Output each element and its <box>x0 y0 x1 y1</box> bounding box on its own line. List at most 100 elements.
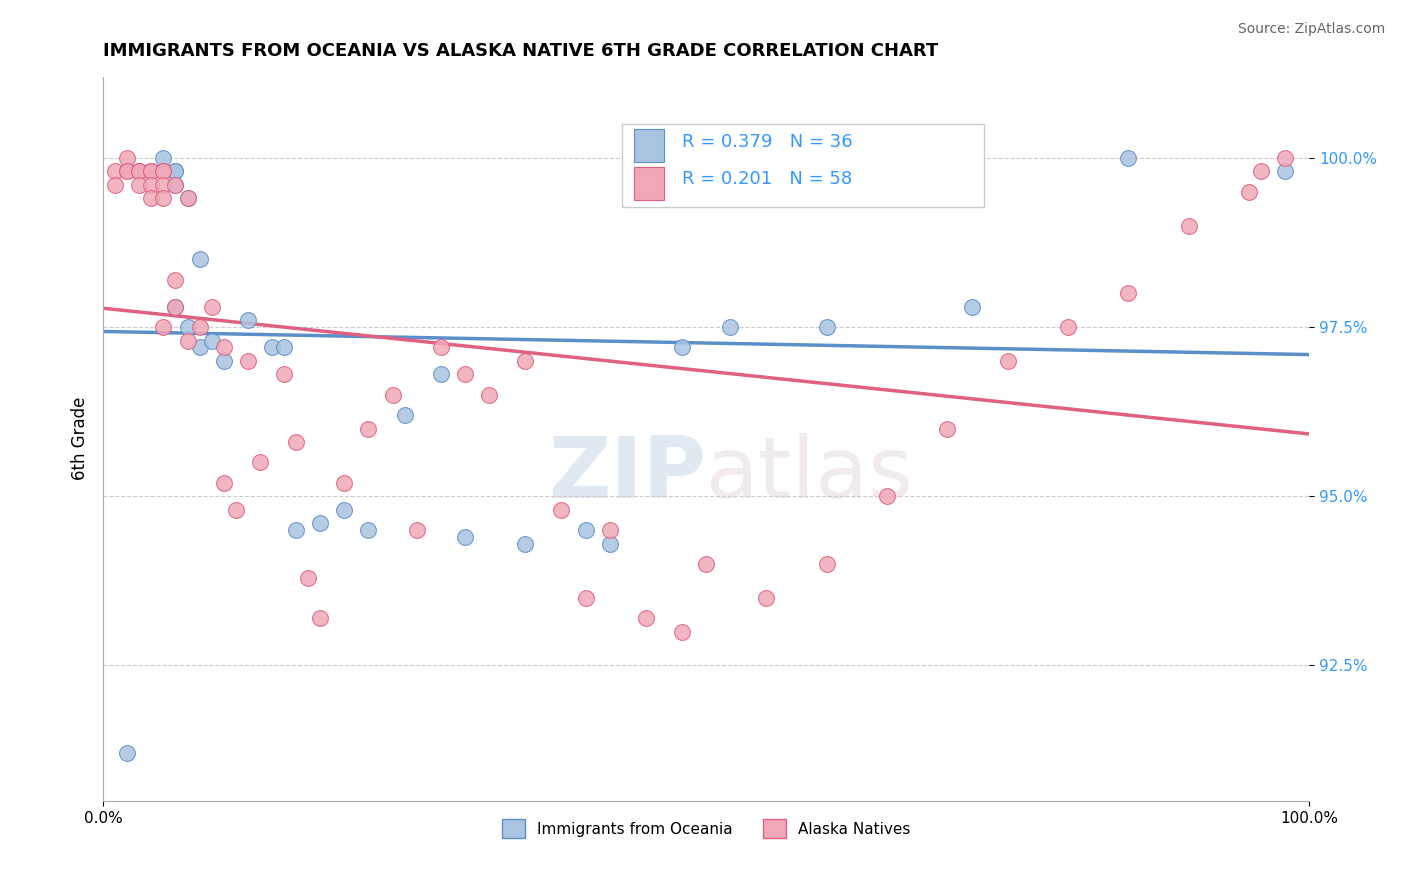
Point <box>695 557 717 571</box>
Point <box>1237 185 1260 199</box>
Point <box>117 164 139 178</box>
Point <box>165 178 187 192</box>
Point <box>212 475 235 490</box>
Point <box>128 164 150 178</box>
Text: Source: ZipAtlas.com: Source: ZipAtlas.com <box>1237 22 1385 37</box>
Point <box>176 334 198 348</box>
Point <box>165 164 187 178</box>
Point <box>188 252 211 267</box>
Point <box>718 320 741 334</box>
Text: R = 0.379   N = 36: R = 0.379 N = 36 <box>682 133 852 151</box>
Point <box>117 164 139 178</box>
Point <box>671 340 693 354</box>
Point <box>815 557 838 571</box>
Point <box>152 178 174 192</box>
Point <box>117 151 139 165</box>
Point <box>152 191 174 205</box>
Point <box>128 164 150 178</box>
Point <box>936 421 959 435</box>
Point <box>141 164 163 178</box>
Point <box>201 300 224 314</box>
Point <box>515 536 537 550</box>
Point <box>165 273 187 287</box>
Point <box>176 191 198 205</box>
Point <box>599 523 621 537</box>
Point <box>141 191 163 205</box>
Point <box>333 503 356 517</box>
Point <box>454 368 477 382</box>
Point <box>188 320 211 334</box>
Point <box>273 368 295 382</box>
Y-axis label: 6th Grade: 6th Grade <box>72 397 89 481</box>
Point <box>165 300 187 314</box>
Text: ZIP: ZIP <box>548 434 706 516</box>
Point <box>141 178 163 192</box>
Point <box>141 164 163 178</box>
Point <box>309 516 332 531</box>
Point <box>176 191 198 205</box>
Point <box>188 340 211 354</box>
Point <box>1177 219 1199 233</box>
Point <box>357 421 380 435</box>
Point <box>599 536 621 550</box>
Text: R = 0.201   N = 58: R = 0.201 N = 58 <box>682 170 852 188</box>
Point <box>1250 164 1272 178</box>
Text: atlas: atlas <box>706 434 914 516</box>
Point <box>381 388 404 402</box>
Point <box>574 523 596 537</box>
FancyBboxPatch shape <box>621 124 984 207</box>
Point <box>997 354 1019 368</box>
Point <box>550 503 572 517</box>
Point <box>165 300 187 314</box>
Point <box>478 388 501 402</box>
Point <box>309 611 332 625</box>
Point <box>165 178 187 192</box>
Point <box>574 591 596 605</box>
Point <box>1274 151 1296 165</box>
Point <box>104 164 127 178</box>
Point <box>117 747 139 761</box>
Point <box>152 320 174 334</box>
Point <box>454 530 477 544</box>
Point <box>152 164 174 178</box>
Point <box>357 523 380 537</box>
Point <box>152 164 174 178</box>
Point <box>755 591 778 605</box>
Point <box>201 334 224 348</box>
Point <box>236 313 259 327</box>
Point <box>285 435 308 450</box>
Point <box>249 455 271 469</box>
Point <box>634 611 657 625</box>
FancyBboxPatch shape <box>634 167 664 200</box>
Point <box>405 523 427 537</box>
Point <box>141 164 163 178</box>
Point <box>285 523 308 537</box>
Point <box>225 503 247 517</box>
Point <box>1274 164 1296 178</box>
Point <box>430 340 453 354</box>
Point <box>236 354 259 368</box>
Point <box>273 340 295 354</box>
Text: IMMIGRANTS FROM OCEANIA VS ALASKA NATIVE 6TH GRADE CORRELATION CHART: IMMIGRANTS FROM OCEANIA VS ALASKA NATIVE… <box>103 42 938 60</box>
Point <box>212 340 235 354</box>
Legend: Immigrants from Oceania, Alaska Natives: Immigrants from Oceania, Alaska Natives <box>496 814 917 844</box>
Point <box>104 178 127 192</box>
Point <box>815 320 838 334</box>
Point <box>1057 320 1080 334</box>
Point <box>671 624 693 639</box>
Point <box>515 354 537 368</box>
Point <box>152 164 174 178</box>
Point <box>128 178 150 192</box>
Point <box>128 164 150 178</box>
Point <box>876 489 898 503</box>
Point <box>1116 286 1139 301</box>
Point <box>176 320 198 334</box>
Point <box>394 408 416 422</box>
Point <box>960 300 983 314</box>
Point <box>297 570 319 584</box>
FancyBboxPatch shape <box>634 129 664 162</box>
Point <box>165 164 187 178</box>
Point <box>1116 151 1139 165</box>
Point <box>152 151 174 165</box>
Point <box>260 340 283 354</box>
